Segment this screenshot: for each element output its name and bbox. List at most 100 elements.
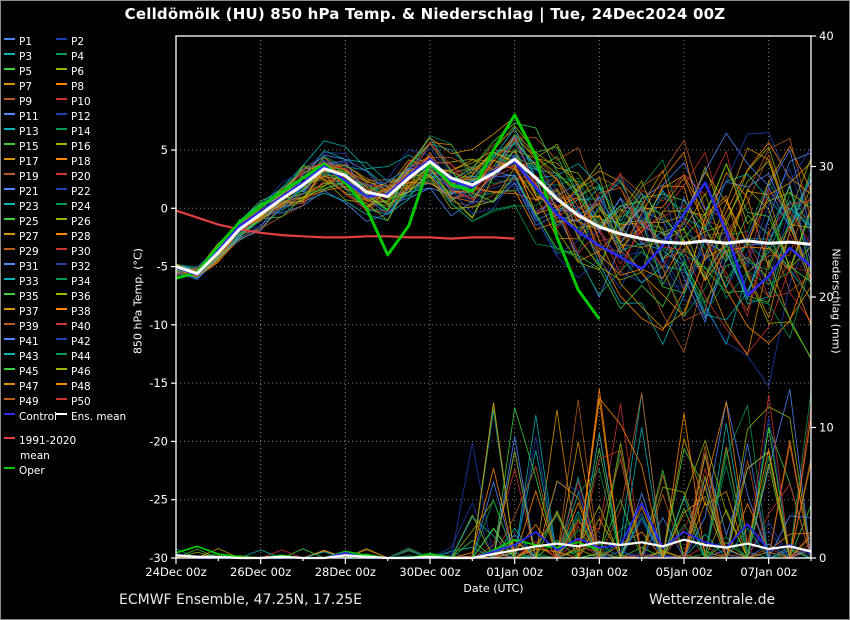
legend-color-swatch <box>4 218 15 220</box>
legend-member-p44: P44 <box>56 347 108 365</box>
legend-color-swatch <box>56 308 67 310</box>
legend-color-swatch <box>56 353 67 355</box>
legend-member-p2: P2 <box>56 32 108 50</box>
legend-label: P49 <box>19 396 39 408</box>
legend-row: Oper <box>4 461 154 477</box>
right-tick-label: 0 <box>819 551 826 565</box>
right-tick-label: 20 <box>819 290 834 304</box>
legend-color-swatch <box>56 38 67 40</box>
legend-label: P24 <box>71 201 91 213</box>
legend-color-swatch <box>56 53 67 55</box>
legend-member-p18: P18 <box>56 152 108 170</box>
legend-color-swatch <box>4 437 15 439</box>
legend-color-swatch <box>4 98 15 100</box>
legend-member-p33: P33 <box>4 272 56 290</box>
left-tick-label: 0 <box>161 201 168 215</box>
legend-color-swatch <box>56 293 67 295</box>
legend-member-p27: P27 <box>4 227 56 245</box>
legend-color-swatch <box>4 248 15 250</box>
legend-member-p19: P19 <box>4 167 56 185</box>
x-tick-label: 28Dec 00z <box>315 565 376 579</box>
chart-title: Celldömölk (HU) 850 hPa Temp. & Niedersc… <box>124 5 726 23</box>
legend-label: P32 <box>71 261 91 273</box>
member-temp-line <box>175 116 812 330</box>
member-temp-line <box>175 155 812 276</box>
legend-climate-line2: mean <box>4 446 72 464</box>
left-tick-label: -15 <box>149 376 168 390</box>
climate-mean-line <box>175 209 515 240</box>
legend-color-swatch <box>4 413 15 415</box>
legend-color-swatch <box>4 308 15 310</box>
member-temp-line <box>175 162 812 281</box>
legend-color-swatch <box>4 383 15 385</box>
legend-member-p34: P34 <box>56 272 108 290</box>
legend-member-p9: P9 <box>4 92 56 110</box>
legend-color-swatch <box>56 98 67 100</box>
legend-row: mean <box>4 446 154 464</box>
legend-member-p17: P17 <box>4 152 56 170</box>
legend-label: Control <box>19 411 57 423</box>
x-tick-label: 03Jan 00z <box>571 565 628 579</box>
legend-label: P39 <box>19 321 39 333</box>
legend-member-p23: P23 <box>4 197 56 215</box>
legend-label: P26 <box>71 216 91 228</box>
left-tick-label: -25 <box>149 493 168 507</box>
legend-member-p38: P38 <box>56 302 108 320</box>
legend-label: P36 <box>71 291 91 303</box>
legend-color-swatch <box>4 263 15 265</box>
legend-color-swatch <box>56 263 67 265</box>
legend-color-swatch <box>4 278 15 280</box>
legend-label: P30 <box>71 246 91 258</box>
oper-temp-line <box>175 113 601 320</box>
ensemble-temp-lines <box>175 116 812 388</box>
legend-member-p42: P42 <box>56 332 108 350</box>
x-tick-label: 07Jan 00z <box>740 565 797 579</box>
x-tick-label: 24Dec 00z <box>145 565 206 579</box>
legend-label: P43 <box>19 351 39 363</box>
legend-label: P40 <box>71 321 91 333</box>
legend-color-swatch <box>4 323 15 325</box>
legend-control: Control <box>4 407 57 425</box>
legend-label: P9 <box>19 96 33 108</box>
legend-label: P20 <box>71 171 91 183</box>
legend-row: P15 P16 <box>4 137 154 153</box>
legend-label: P4 <box>71 51 85 63</box>
legend-member-p29: P29 <box>4 242 56 260</box>
legend-label: mean <box>20 450 50 462</box>
left-tick-label: -10 <box>149 318 168 332</box>
legend-label: P5 <box>19 66 33 78</box>
legend-row: P37 P38 <box>4 302 154 320</box>
legend-label: P47 <box>19 381 39 393</box>
legend-member-p21: P21 <box>4 182 56 200</box>
legend-member-p43: P43 <box>4 347 56 365</box>
legend-row: P13 P14 <box>4 122 154 140</box>
legend-member-p37: P37 <box>4 302 56 320</box>
legend-member-p22: P22 <box>56 182 108 200</box>
legend-ens-mean: Ens. mean <box>56 407 126 425</box>
legend-color-swatch <box>56 413 67 415</box>
legend-member-p24: P24 <box>56 197 108 215</box>
legend-row: P45 P46 <box>4 362 154 378</box>
legend-member-p47: P47 <box>4 377 56 395</box>
legend-color-swatch <box>4 128 15 130</box>
legend-label: P48 <box>71 381 91 393</box>
legend-member-p12: P12 <box>56 107 108 125</box>
legend-color-swatch <box>4 68 15 70</box>
legend-row: P7 P8 <box>4 77 154 93</box>
x-tick-label: 26Dec 00z <box>230 565 291 579</box>
legend-member-p32: P32 <box>56 257 108 275</box>
legend-color-swatch <box>4 398 15 400</box>
legend-member-p14: P14 <box>56 122 108 140</box>
member-precip-line <box>176 452 812 559</box>
legend-color-swatch <box>4 467 15 469</box>
legend-color-swatch <box>4 158 15 160</box>
legend-color-swatch <box>4 338 15 340</box>
site-credit-text: Wetterzentrale.de <box>649 592 776 608</box>
legend-row: P43 P44 <box>4 347 154 365</box>
legend-label: P11 <box>19 111 39 123</box>
legend-color-swatch <box>4 188 15 190</box>
legend-row: P35 P36 <box>4 287 154 303</box>
legend-color-swatch <box>4 83 15 85</box>
legend-label: P38 <box>71 306 91 318</box>
